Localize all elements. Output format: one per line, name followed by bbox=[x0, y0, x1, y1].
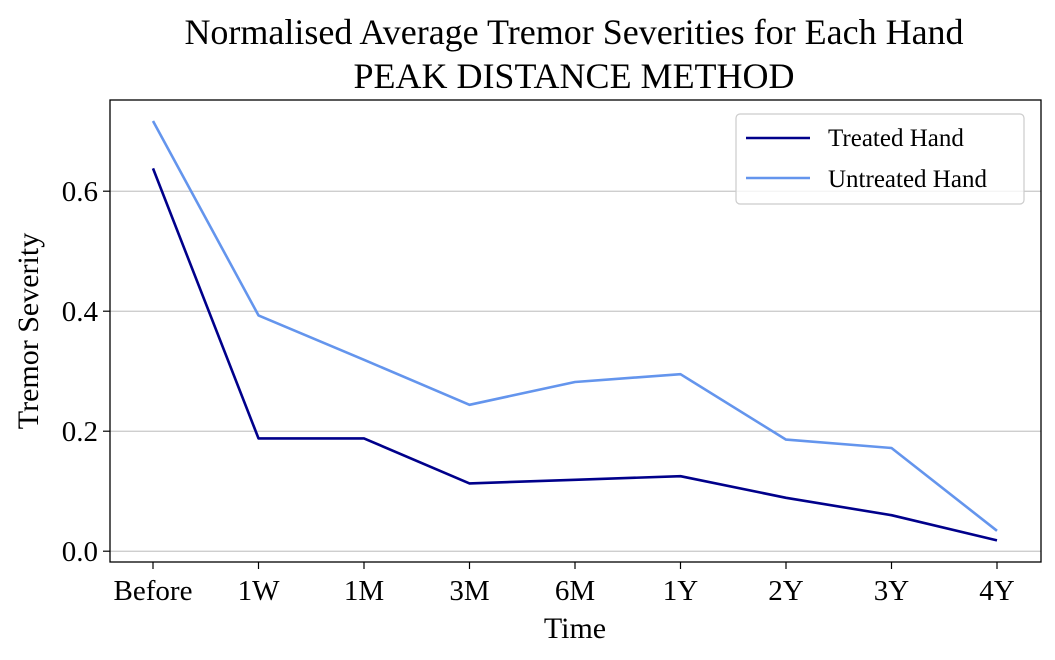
x-tick-label: 4Y bbox=[979, 575, 1015, 607]
y-axis-label: Tremor Severity bbox=[12, 233, 45, 429]
chart-subtitle: PEAK DISTANCE METHOD bbox=[353, 56, 794, 96]
legend-label-treated: Treated Hand bbox=[828, 125, 964, 152]
x-tick-label: 1Y bbox=[663, 575, 699, 607]
series-group bbox=[151, 120, 998, 542]
y-tick-label: 0.6 bbox=[62, 176, 98, 208]
x-tick-label: 1M bbox=[344, 575, 384, 607]
legend-label-untreated: Untreated Hand bbox=[828, 166, 987, 193]
chart-title: Normalised Average Tremor Severities for… bbox=[184, 12, 963, 52]
x-tick-label: 3Y bbox=[874, 575, 910, 607]
x-axis-ticks: Before 1W 1M 3M 6M 1Y 2Y 3Y 4Y bbox=[114, 562, 1015, 607]
x-tick-label: 6M bbox=[555, 575, 595, 607]
x-axis-label: Time bbox=[544, 612, 606, 645]
grid-lines bbox=[110, 190, 1041, 552]
series-line-treated bbox=[151, 167, 998, 542]
series-line-untreated bbox=[151, 120, 998, 532]
legend: Treated Hand Untreated Hand bbox=[735, 113, 1025, 205]
y-tick-label: 0.2 bbox=[62, 416, 98, 448]
x-tick-label: 3M bbox=[449, 575, 489, 607]
x-tick-label: 2Y bbox=[768, 575, 804, 607]
x-tick-label: 1W bbox=[238, 575, 281, 607]
x-tick-label: Before bbox=[114, 575, 193, 607]
y-tick-label: 0.4 bbox=[62, 296, 99, 328]
y-axis-ticks: 0.0 0.2 0.4 0.6 bbox=[62, 176, 110, 568]
y-tick-label: 0.0 bbox=[62, 536, 98, 568]
legend-box bbox=[735, 113, 1025, 205]
